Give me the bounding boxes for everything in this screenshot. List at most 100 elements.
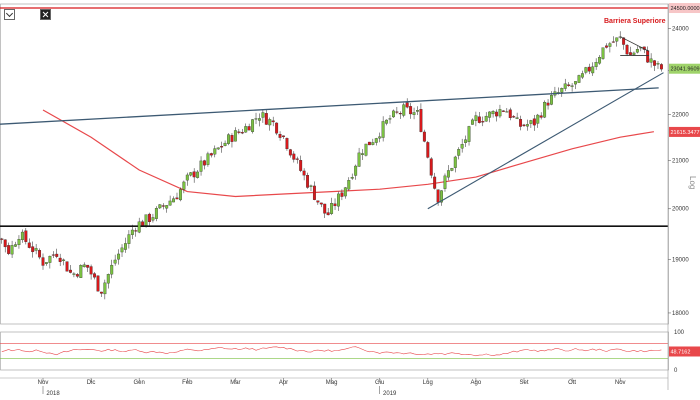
candle-body — [446, 170, 450, 178]
candle-body — [611, 41, 615, 43]
x-tick-label: Nov — [38, 380, 49, 386]
candle-body — [103, 282, 107, 295]
candle-body — [72, 273, 76, 275]
candle-body — [178, 189, 182, 201]
candle-body — [319, 202, 323, 205]
candle-body — [598, 57, 602, 64]
candle-body — [58, 257, 62, 262]
candle-body — [257, 118, 261, 121]
candle-body — [594, 62, 598, 67]
candle-body — [141, 221, 145, 226]
main-panel-frame — [0, 3, 669, 325]
candle-body — [182, 181, 186, 190]
candle-body — [529, 120, 533, 124]
candle-body — [69, 269, 72, 273]
chevron-down-icon[interactable] — [4, 9, 15, 20]
candle-body — [134, 230, 138, 232]
candle-body — [244, 126, 248, 133]
candle-body — [388, 118, 392, 120]
candle-body — [450, 168, 454, 171]
close-icon[interactable] — [40, 9, 51, 20]
x-tick-label: Dic — [87, 380, 96, 386]
candle-body — [86, 264, 90, 268]
candle-body — [41, 257, 45, 266]
candle-body — [567, 84, 571, 86]
candle-body — [539, 115, 543, 118]
candle-body — [209, 153, 213, 156]
candle-body — [271, 120, 275, 123]
candle-body — [402, 104, 406, 116]
candle-body — [17, 239, 21, 246]
candle-body — [364, 143, 368, 156]
candle-body — [343, 187, 347, 197]
candle-body — [175, 197, 179, 200]
candle-body — [560, 88, 564, 93]
y-tick-label: 22000 — [672, 112, 689, 118]
candle-body — [367, 141, 371, 146]
candle-body — [261, 112, 265, 118]
candle-body — [601, 47, 605, 59]
year-label: 2018 — [46, 391, 60, 397]
candle-body — [471, 119, 474, 125]
candle-body — [409, 106, 413, 115]
candle-body — [254, 118, 258, 120]
candlesticks — [0, 31, 663, 300]
candle-body — [282, 135, 285, 138]
candle-body — [144, 214, 148, 226]
candle-body — [512, 116, 516, 118]
candle-body — [0, 238, 4, 240]
candle-body — [515, 117, 519, 119]
barrier-annotation: Barriera Superiore — [604, 18, 666, 25]
y-tick-label: 20000 — [672, 207, 689, 213]
candle-body — [457, 149, 461, 156]
candle-body — [584, 67, 588, 73]
candle-body — [55, 253, 59, 257]
candle-body — [398, 113, 402, 115]
candle-body — [460, 144, 464, 149]
candle-body — [536, 114, 540, 124]
candle-body — [371, 142, 375, 145]
x-tick-label: Nov — [615, 380, 626, 386]
candle-body — [422, 131, 426, 142]
last-price-badge-box — [669, 63, 700, 74]
candle-body — [381, 121, 385, 138]
candle-body — [464, 139, 468, 143]
candle-body — [605, 45, 608, 48]
candle-body — [196, 171, 200, 178]
candle-body — [632, 52, 636, 55]
candle-body — [295, 158, 299, 160]
candle-body — [488, 111, 492, 118]
candle-body — [251, 119, 255, 132]
candle-body — [350, 177, 354, 179]
candle-body — [93, 273, 96, 278]
candle-body — [546, 102, 550, 106]
candle-body — [357, 152, 361, 167]
candle-body — [31, 246, 35, 253]
candle-body — [337, 193, 340, 207]
candle-body — [635, 49, 639, 53]
candle-body — [268, 119, 272, 126]
candle-body — [172, 198, 176, 203]
candle-body — [505, 111, 509, 113]
candle-body — [574, 81, 577, 85]
x-tick-label: Ott — [568, 380, 576, 386]
candle-body — [436, 189, 440, 203]
candle-body — [580, 73, 584, 78]
ma-badge-label: 21615.3477 — [671, 130, 700, 136]
main-price-panel — [0, 3, 669, 325]
candle-body — [230, 135, 234, 142]
y-tick-label: 18000 — [672, 311, 689, 317]
candle-body — [165, 205, 169, 209]
candle-body — [354, 165, 358, 176]
candle-body — [14, 244, 17, 247]
candle-body — [440, 190, 443, 203]
candle-body — [416, 110, 419, 112]
ma-badge-box — [669, 126, 700, 137]
candle-body — [3, 239, 7, 248]
candle-body — [347, 180, 351, 190]
candle-body — [391, 110, 395, 118]
candle-body — [563, 83, 567, 89]
candle-body — [275, 122, 279, 134]
candle-body — [316, 200, 320, 203]
candle-body — [96, 275, 100, 292]
